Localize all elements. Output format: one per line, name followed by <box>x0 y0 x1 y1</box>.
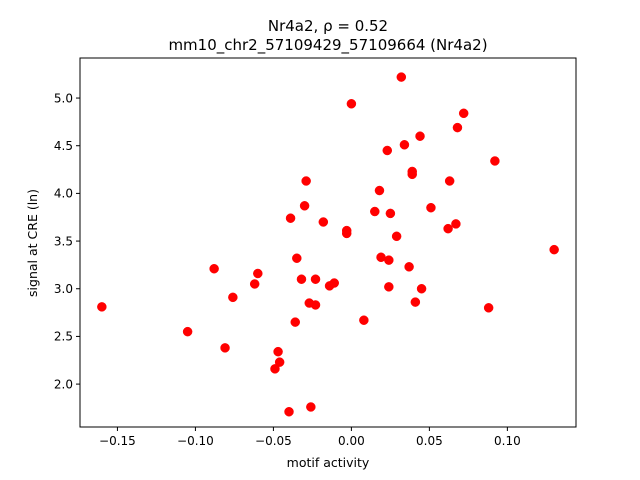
data-point <box>359 315 369 325</box>
data-point <box>451 219 461 229</box>
data-point <box>253 268 263 279</box>
data-point <box>549 244 559 255</box>
data-point <box>290 317 300 327</box>
data-point <box>310 300 321 310</box>
data-point <box>374 185 385 196</box>
data-point <box>306 402 316 412</box>
data-point <box>415 131 425 141</box>
y-axis-ticks: 2.0 2.5 3.0 3.5 4.0 4.5 5.0 <box>54 91 80 391</box>
data-point <box>407 169 417 180</box>
data-point <box>341 228 352 239</box>
x-axis-label: motif activity <box>287 455 370 470</box>
data-point <box>452 122 463 133</box>
x-tick-label: −0.05 <box>255 434 292 448</box>
data-point <box>370 206 380 217</box>
axes-frame <box>79 57 577 428</box>
data-point <box>426 202 436 213</box>
chart-title-line2: mm10_chr2_57109429_57109664 (Nr4a2) <box>168 36 487 55</box>
data-point <box>220 343 230 353</box>
data-point <box>396 72 407 82</box>
data-point <box>249 279 260 289</box>
data-point <box>458 108 469 119</box>
data-point <box>399 140 410 150</box>
data-point <box>483 303 494 313</box>
data-point <box>292 253 302 263</box>
data-point <box>391 231 402 242</box>
y-axis-label: signal at CRE (ln) <box>25 189 40 297</box>
x-tick-label: 0.10 <box>494 434 521 448</box>
data-point <box>385 208 396 219</box>
data-point <box>384 255 394 265</box>
data-point <box>296 274 307 284</box>
y-tick-label: 4.0 <box>54 187 73 201</box>
data-point <box>274 357 285 367</box>
data-point <box>382 145 393 156</box>
x-tick-label: 0.00 <box>338 434 365 448</box>
data-point <box>310 274 321 284</box>
data-point <box>301 176 311 186</box>
data-point <box>384 282 394 292</box>
data-points <box>97 72 559 417</box>
data-point <box>318 217 329 227</box>
data-point <box>410 297 421 307</box>
data-point <box>285 213 296 223</box>
y-tick-label: 3.5 <box>54 234 73 248</box>
x-axis-ticks: −0.15 −0.10 −0.05 0.00 0.05 0.10 <box>99 427 521 448</box>
plot-area <box>79 57 577 428</box>
data-point <box>416 283 427 294</box>
x-tick-label: 0.05 <box>416 434 443 448</box>
data-point <box>299 201 310 211</box>
data-point <box>209 263 219 274</box>
data-point <box>284 406 294 417</box>
x-tick-label: −0.10 <box>177 434 214 448</box>
data-point <box>273 346 283 357</box>
x-tick-label: −0.15 <box>99 434 136 448</box>
y-tick-label: 2.0 <box>54 377 73 391</box>
y-tick-label: 3.0 <box>54 282 73 296</box>
y-tick-label: 5.0 <box>54 91 73 105</box>
data-point <box>182 326 193 337</box>
data-point <box>329 278 339 288</box>
chart-title-line1: Nr4a2, ρ = 0.52 <box>268 17 388 35</box>
data-point <box>346 99 357 109</box>
data-point <box>404 262 414 272</box>
data-point <box>228 292 238 303</box>
data-point <box>444 176 455 186</box>
data-point <box>97 302 107 312</box>
y-tick-label: 2.5 <box>54 330 73 344</box>
data-point <box>490 156 500 166</box>
y-tick-label: 4.5 <box>54 139 73 153</box>
data-point <box>270 364 280 374</box>
data-point <box>443 223 453 234</box>
